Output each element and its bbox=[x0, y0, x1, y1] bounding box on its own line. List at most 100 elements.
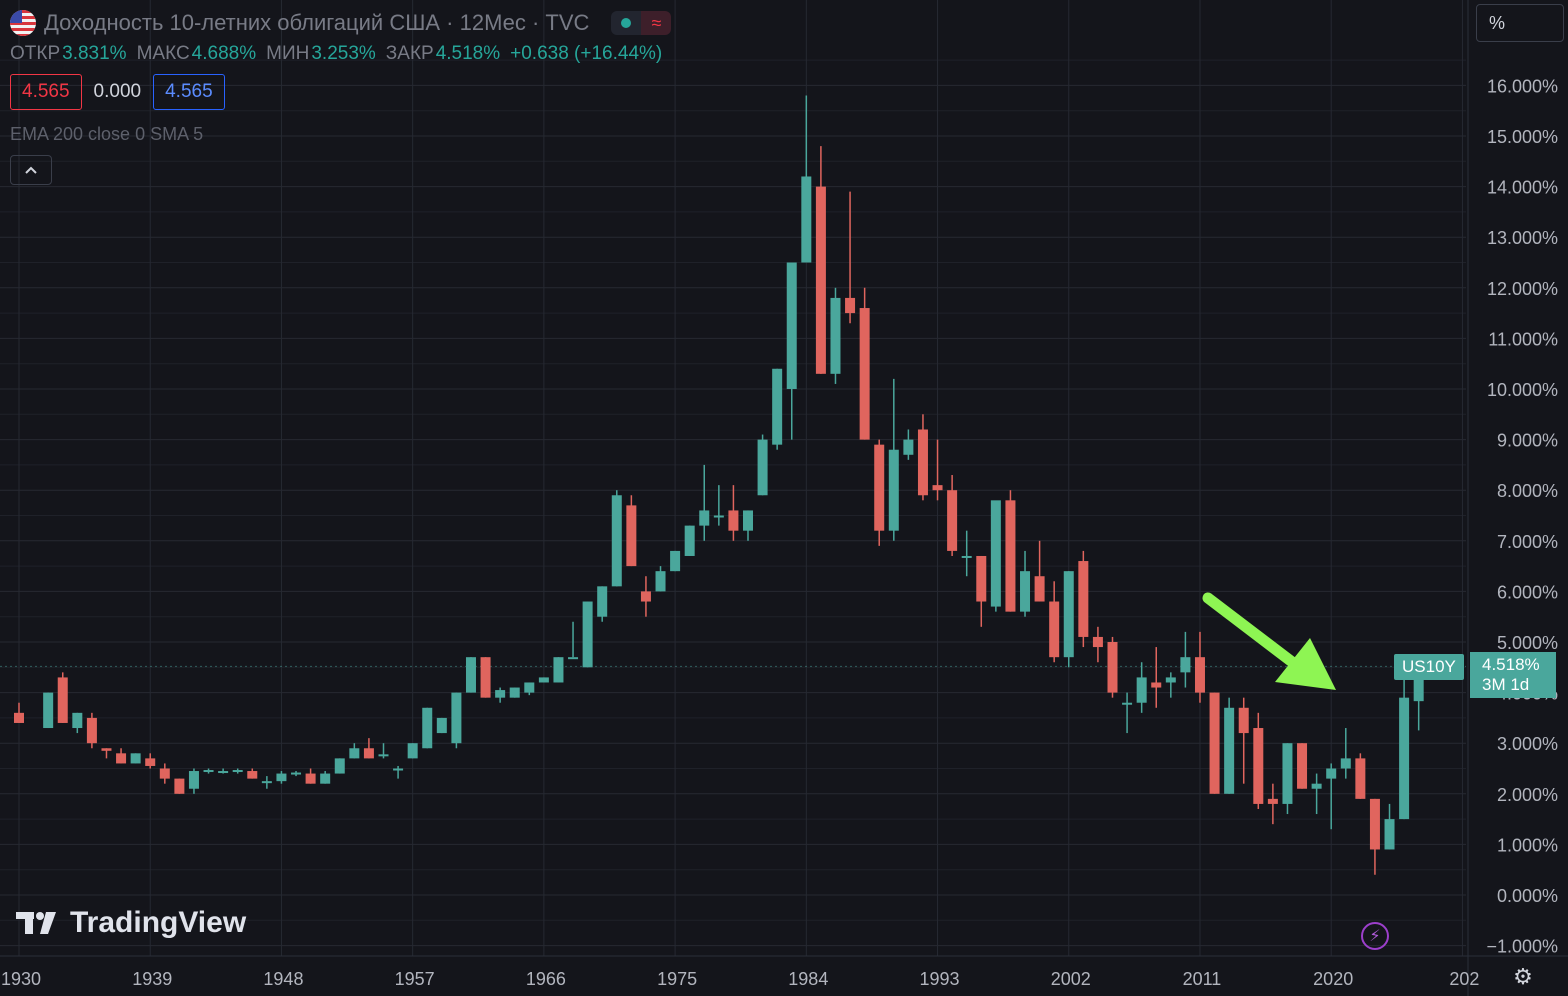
candle bbox=[990, 500, 1001, 612]
candle bbox=[363, 738, 374, 759]
candle-body bbox=[1034, 576, 1045, 602]
candle-body bbox=[320, 773, 331, 784]
candle-body bbox=[903, 439, 914, 455]
candle bbox=[976, 555, 987, 627]
candle bbox=[582, 601, 593, 668]
candle bbox=[1340, 728, 1351, 779]
candle bbox=[378, 743, 389, 759]
candle-body bbox=[465, 657, 476, 693]
candle bbox=[1311, 773, 1322, 815]
candle bbox=[699, 464, 710, 541]
candle bbox=[495, 687, 506, 703]
candle bbox=[1165, 672, 1176, 698]
candle bbox=[436, 717, 447, 734]
candle bbox=[772, 368, 783, 450]
candle bbox=[757, 434, 768, 496]
candle bbox=[218, 768, 229, 774]
candle-body bbox=[349, 748, 360, 759]
candle-body bbox=[1122, 702, 1133, 705]
candle-body bbox=[72, 712, 83, 729]
time-tick-label: 202 bbox=[1449, 969, 1479, 989]
candle bbox=[1238, 697, 1249, 784]
candle-body bbox=[1238, 707, 1249, 734]
candle-body bbox=[640, 591, 651, 602]
candle-body bbox=[1151, 682, 1162, 688]
candle bbox=[815, 146, 826, 374]
candle-body bbox=[801, 176, 812, 263]
time-axis: 1930 1939 1948 1957 1966 1975 1984 1993 2002 2011… bbox=[1, 969, 1479, 989]
candle bbox=[203, 768, 214, 774]
candle-body bbox=[1326, 768, 1337, 779]
candle-body bbox=[101, 748, 112, 751]
buy-button[interactable]: 4.565 bbox=[153, 74, 225, 110]
candle bbox=[1282, 743, 1293, 815]
indicator-label[interactable]: EMA 200 close 0 SMA 5 bbox=[10, 124, 204, 144]
bar-countdown: 3M 1d bbox=[1482, 675, 1530, 694]
brand-name: TradingView bbox=[70, 906, 247, 939]
candle bbox=[859, 287, 870, 440]
sell-button[interactable]: 4.565 bbox=[10, 74, 82, 110]
candle-body bbox=[917, 429, 928, 496]
candle-body bbox=[1224, 707, 1235, 794]
candle-body bbox=[116, 753, 127, 764]
symbol-title[interactable]: Доходность 10-летних облигаций США · 12М… bbox=[44, 10, 590, 35]
candle-body bbox=[626, 505, 637, 567]
price-tick-label: 13.000% bbox=[1487, 228, 1558, 248]
price-tick-label: 9.000% bbox=[1497, 431, 1558, 451]
tradingview-logo-icon bbox=[16, 912, 56, 934]
candle-body bbox=[932, 485, 943, 491]
candle-body bbox=[611, 495, 622, 587]
close-label: ЗАКР bbox=[385, 43, 434, 64]
candle bbox=[888, 378, 899, 541]
candle bbox=[1020, 550, 1031, 617]
trade-buttons: 4.565 0.000 4.565 bbox=[10, 74, 671, 110]
candle bbox=[1224, 697, 1235, 794]
candle bbox=[786, 262, 797, 440]
scale-mode-button[interactable]: % bbox=[1476, 4, 1564, 42]
candle-body bbox=[334, 758, 345, 774]
price-tick-label: 6.000% bbox=[1497, 582, 1558, 602]
candle bbox=[1049, 581, 1060, 663]
candle bbox=[1122, 692, 1133, 734]
candle bbox=[1063, 571, 1074, 668]
price-tick-label: 7.000% bbox=[1497, 532, 1558, 552]
candle-body bbox=[1020, 571, 1031, 612]
candle bbox=[830, 287, 841, 384]
settings-gear-icon[interactable]: ⚙ bbox=[1513, 964, 1533, 989]
candle-body bbox=[859, 308, 870, 440]
candle-body bbox=[1136, 677, 1147, 703]
candle bbox=[1034, 540, 1045, 602]
candle-body bbox=[538, 677, 549, 683]
candle bbox=[1092, 626, 1103, 663]
candle bbox=[640, 576, 651, 617]
candle bbox=[961, 530, 972, 577]
high-label: МАКС bbox=[136, 43, 190, 64]
candle bbox=[86, 712, 97, 749]
candle bbox=[145, 753, 156, 769]
lightning-icon[interactable]: ⚡ bbox=[1361, 922, 1389, 950]
candle bbox=[1326, 763, 1337, 830]
time-tick-label: 1939 bbox=[132, 969, 172, 989]
candle bbox=[947, 475, 958, 556]
price-tick-label: 3.000% bbox=[1497, 734, 1558, 754]
time-tick-label: 2002 bbox=[1051, 969, 1091, 989]
candle bbox=[407, 743, 418, 759]
candle-body bbox=[14, 712, 24, 723]
market-status[interactable]: ≈ bbox=[611, 11, 672, 35]
change-value: +0.638 (+16.44%) bbox=[510, 43, 663, 64]
candle-body bbox=[363, 748, 374, 759]
tradingview-logo[interactable]: TradingView bbox=[16, 906, 246, 940]
candle bbox=[1180, 631, 1191, 688]
time-tick-label: 1957 bbox=[395, 969, 435, 989]
candle-body bbox=[1311, 783, 1322, 789]
price-tick-label: 8.000% bbox=[1497, 481, 1558, 501]
candle bbox=[917, 414, 928, 501]
collapse-legend-button[interactable] bbox=[10, 155, 52, 185]
candle-body bbox=[684, 525, 695, 556]
candle bbox=[174, 778, 185, 794]
candle-body bbox=[159, 768, 170, 779]
candle-body bbox=[757, 439, 768, 496]
price-tick-label: 15.000% bbox=[1487, 127, 1558, 147]
candle-body bbox=[1369, 798, 1380, 850]
